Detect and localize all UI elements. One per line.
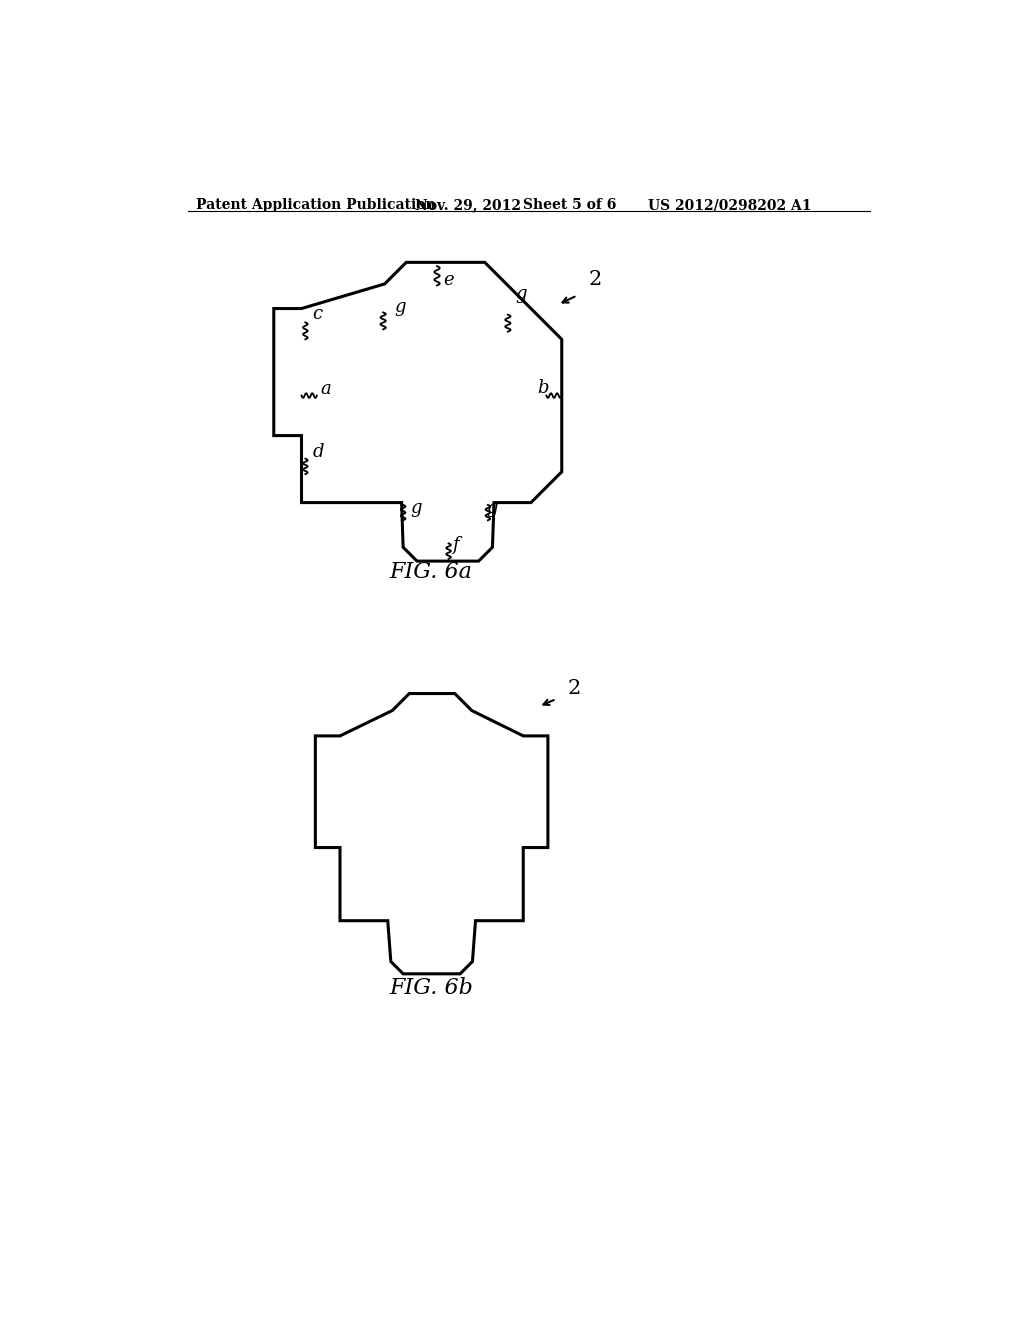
Text: e: e bbox=[443, 272, 454, 289]
Text: 2: 2 bbox=[589, 271, 602, 289]
Text: FIG. 6a: FIG. 6a bbox=[389, 561, 472, 583]
Text: g: g bbox=[394, 298, 406, 317]
Text: b: b bbox=[538, 379, 549, 397]
Text: Nov. 29, 2012: Nov. 29, 2012 bbox=[416, 198, 521, 213]
Text: d: d bbox=[312, 444, 324, 461]
Text: g: g bbox=[515, 285, 527, 304]
Text: US 2012/0298202 A1: US 2012/0298202 A1 bbox=[648, 198, 811, 213]
Text: Patent Application Publication: Patent Application Publication bbox=[196, 198, 435, 213]
Text: f: f bbox=[453, 536, 459, 553]
Text: c: c bbox=[312, 305, 323, 322]
Text: g: g bbox=[486, 499, 498, 516]
Text: Sheet 5 of 6: Sheet 5 of 6 bbox=[523, 198, 616, 213]
Text: g: g bbox=[411, 499, 422, 516]
Text: 2: 2 bbox=[567, 678, 581, 697]
Text: FIG. 6b: FIG. 6b bbox=[389, 977, 473, 999]
Text: a: a bbox=[321, 380, 332, 399]
